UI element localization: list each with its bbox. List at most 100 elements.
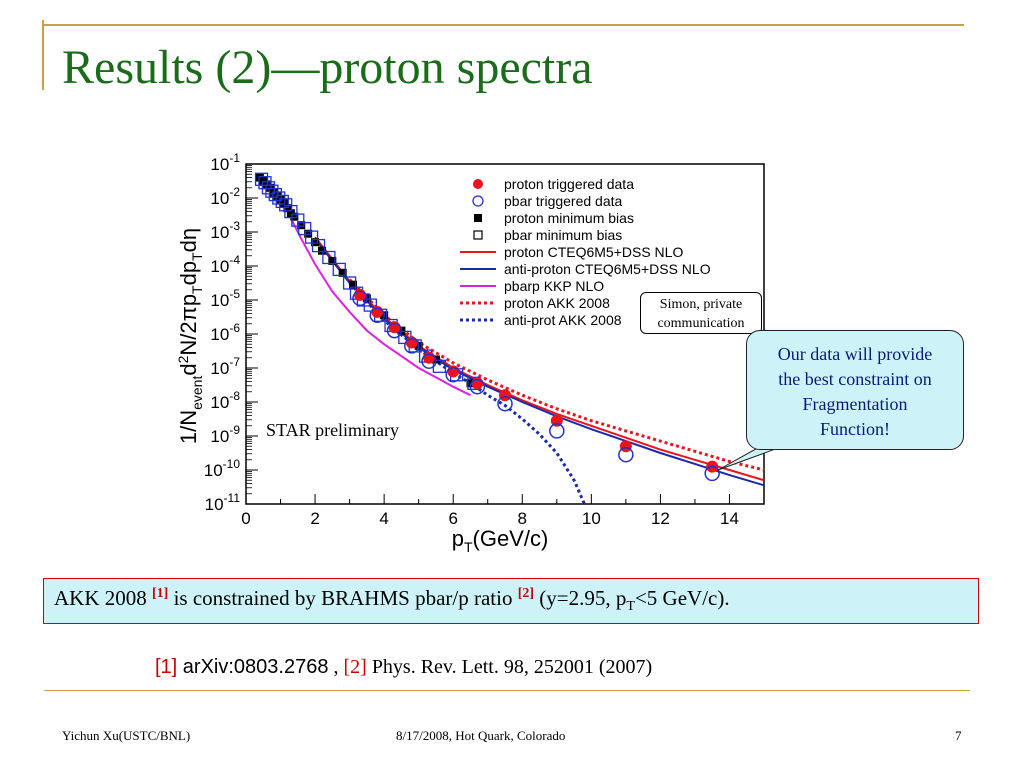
callout-line-3: Fragmentation [802, 394, 908, 414]
legend-label-proton-triggered-data: proton triggered data [504, 176, 634, 192]
simon-line-2: communication [657, 316, 745, 331]
point-pbar-minimum-bias [275, 194, 289, 209]
title-accent-bar [42, 20, 44, 90]
point-pbar-minimum-bias [284, 204, 298, 219]
point-pbar-minimum-bias [268, 187, 283, 202]
point-pbar-minimum-bias [291, 213, 305, 227]
legend-symbol-proton-triggered-data [473, 179, 483, 189]
y-axis-label: 1/Neventd2N/2πpTdpTdη [175, 228, 205, 444]
curve-proton-akk-2008 [348, 278, 765, 472]
point-proton-triggered-data [499, 389, 511, 402]
legend-label-anti-prot-akk-2008: anti-prot AKK 2008 [504, 312, 622, 328]
legend-label-pbar-triggered-data: pbar triggered data [504, 193, 623, 209]
point-pbar-minimum-bias [261, 181, 276, 195]
legend-symbol-proton-minimum-bias [474, 214, 482, 222]
ref1-text: arXiv:0803.2768 [177, 656, 329, 678]
simon-callout: Simon, private communication [640, 292, 762, 334]
point-pbar-triggered-data [469, 378, 486, 395]
x-tick-label: 6 [448, 509, 457, 528]
note-text-3: (y=2.95, p [534, 586, 627, 610]
point-proton-minimum-bias [328, 256, 337, 265]
note-text-1: AKK 2008 [54, 586, 152, 610]
y-tick-label: 10-3 [210, 219, 240, 242]
y-tick-label: 10-5 [210, 287, 240, 310]
x-tick-label: 0 [241, 509, 250, 528]
y-tick-label: 10-4 [210, 253, 240, 276]
point-pbar-triggered-data [497, 395, 513, 412]
point-proton-minimum-bias [338, 268, 347, 277]
curve-anti-prot-akk-2008 [348, 281, 586, 505]
point-pbar-minimum-bias [272, 191, 286, 205]
point-pbar-minimum-bias [311, 238, 326, 253]
note-ref-2: [2] [517, 586, 535, 601]
curve-proton-cteq6m5-dss-nlo [314, 236, 765, 482]
slide-title: Results (2)—proton spectra [62, 41, 593, 94]
point-proton-minimum-bias [279, 199, 288, 208]
y-tick-label: 10-8 [210, 389, 240, 412]
point-pbar-triggered-data [369, 307, 385, 324]
footer-rule [44, 690, 970, 691]
point-pbar-triggered-data [445, 367, 461, 383]
y-tick-label: 10-2 [210, 185, 240, 208]
note-ref-1: [1] [152, 586, 169, 601]
y-tick-label: 10-1 [210, 151, 240, 174]
legend-label-proton-cteq6m5-dss-nlo: proton CTEQ6M5+DSS NLO [504, 244, 683, 260]
y-tick-label: 10-6 [210, 321, 240, 344]
point-pbar-triggered-data [618, 446, 634, 463]
legend-label-proton-minimum-bias: proton minimum bias [504, 210, 634, 226]
ref1-tag: [1] [155, 656, 178, 678]
point-pbar-minimum-bias [342, 276, 357, 290]
ref2-tag: [2] [343, 656, 367, 678]
legend-label-anti-proton-cteq6m5-dss-nlo: anti-proton CTEQ6M5+DSS NLO [504, 261, 711, 277]
akk-note-box: AKK 2008 [1] is constrained by BRAHMS pb… [43, 578, 979, 624]
x-tick-label: 2 [310, 509, 319, 528]
point-pbar-minimum-bias [265, 184, 279, 198]
x-tick-label: 10 [582, 509, 601, 528]
point-pbar-triggered-data [421, 353, 437, 369]
point-pbar-minimum-bias [322, 250, 336, 265]
ref-separator: , [328, 656, 344, 678]
proton-spectra-chart: 0 2 4 6 8 10 12 1410-110-210-310-410-510-610-71… [175, 151, 765, 555]
x-tick-label: 12 [651, 509, 670, 528]
point-pbar-minimum-bias [304, 230, 319, 244]
note-text-2: is constrained by BRAHMS pbar/p ratio [168, 586, 518, 610]
legend-label-proton-akk-2008: proton AKK 2008 [504, 295, 610, 311]
point-proton-minimum-bias [266, 183, 275, 192]
simon-line-1: Simon, private [659, 297, 743, 312]
x-tick-label: 14 [720, 509, 739, 528]
point-pbar-minimum-bias [332, 262, 346, 277]
point-pbar-minimum-bias [363, 298, 377, 312]
point-proton-minimum-bias [317, 246, 326, 255]
point-pbar-minimum-bias [254, 172, 269, 186]
point-pbar-minimum-bias [298, 221, 312, 236]
point-pbar-minimum-bias [258, 176, 272, 190]
point-proton-triggered-data [550, 414, 563, 427]
point-pbar-triggered-data [704, 465, 720, 482]
point-proton-triggered-data [619, 440, 632, 453]
legend-symbol-pbar-triggered-data [472, 195, 484, 207]
constraint-callout: Our data will provide the best constrain… [746, 330, 964, 450]
x-tick-label: 8 [518, 509, 527, 528]
y-tick-label: 10-9 [210, 423, 240, 446]
point-pbar-minimum-bias [279, 198, 293, 212]
footer-date-venue: 8/17/2008, Hot Quark, Colorado [396, 728, 566, 743]
note-subscript: T [626, 599, 635, 615]
point-proton-minimum-bias [349, 280, 358, 289]
footer-page-number: 7 [955, 728, 962, 743]
curve-pbarp-kkp-nlo [290, 217, 471, 397]
legend-symbol-pbar-minimum-bias [473, 230, 483, 240]
y-tick-label: 10-11 [205, 491, 241, 514]
x-tick-label: 4 [379, 509, 388, 528]
references-line: [1] arXiv:0803.2768 , [2] Phys. Rev. Let… [155, 656, 652, 679]
callout-line-2: the best constraint on [778, 369, 932, 389]
point-proton-minimum-bias [283, 204, 292, 213]
y-tick-label: 10-7 [210, 355, 240, 378]
point-proton-minimum-bias [297, 221, 306, 230]
ref2-text: Phys. Rev. Lett. 98, 252001 (2007) [366, 656, 653, 678]
legend-label-pbar-minimum-bias: pbar minimum bias [504, 227, 622, 243]
point-proton-minimum-bias [290, 212, 299, 221]
point-pbar-triggered-data [352, 290, 368, 307]
footer-author: Yichun Xu(USTC/BNL) [62, 728, 191, 743]
x-axis-label: pT(GeV/c) [452, 526, 549, 555]
note-text-4: <5 GeV/c). [634, 586, 730, 610]
